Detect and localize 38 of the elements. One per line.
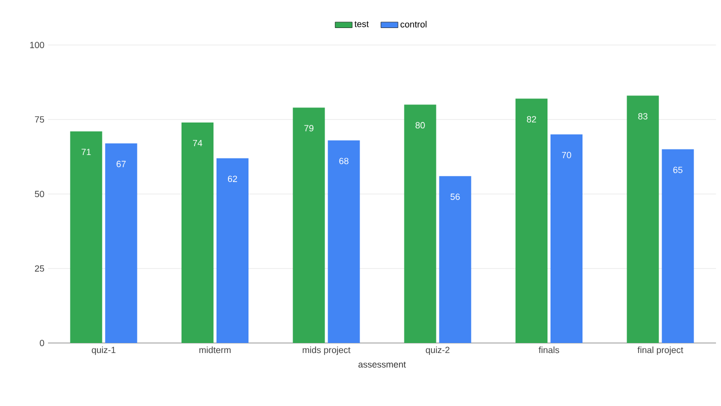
bar xyxy=(550,134,583,343)
bar xyxy=(439,176,472,343)
x-tick-label: mids project xyxy=(302,346,350,355)
data-label: 74 xyxy=(192,140,202,146)
y-tick-label: 25 xyxy=(34,265,44,272)
bar xyxy=(216,158,249,343)
data-label: 71 xyxy=(82,148,91,156)
bar xyxy=(292,108,325,343)
data-label: 67 xyxy=(116,160,126,168)
x-tick-label: quiz-1 xyxy=(92,346,116,355)
x-axis-title: assessment xyxy=(358,362,406,368)
data-label: 80 xyxy=(416,122,425,128)
bar xyxy=(105,143,138,343)
legend-label: test xyxy=(354,21,369,28)
data-label: 70 xyxy=(562,152,572,158)
x-tick-label: midterm xyxy=(199,346,231,354)
data-label: 62 xyxy=(228,176,238,182)
bar xyxy=(328,140,360,343)
bar xyxy=(182,122,214,343)
bar xyxy=(516,98,548,343)
x-tick-label: quiz-2 xyxy=(426,346,450,355)
legend-label: control xyxy=(400,20,426,28)
bar xyxy=(70,131,102,343)
y-tick-label: 50 xyxy=(34,190,44,198)
y-tick-label: 0 xyxy=(40,340,44,346)
bar xyxy=(662,149,694,343)
x-tick-label: finals xyxy=(538,346,560,354)
y-tick-label: 100 xyxy=(30,42,44,48)
data-label: 68 xyxy=(339,158,348,164)
data-label: 79 xyxy=(304,125,314,132)
bar xyxy=(404,104,436,343)
bar xyxy=(626,96,659,343)
data-label: 82 xyxy=(526,116,536,122)
y-tick-label: 75 xyxy=(34,116,44,123)
data-label: 56 xyxy=(450,194,460,200)
x-tick-label: final project xyxy=(638,346,684,355)
data-label: 83 xyxy=(638,113,648,120)
data-label: 65 xyxy=(673,166,682,174)
